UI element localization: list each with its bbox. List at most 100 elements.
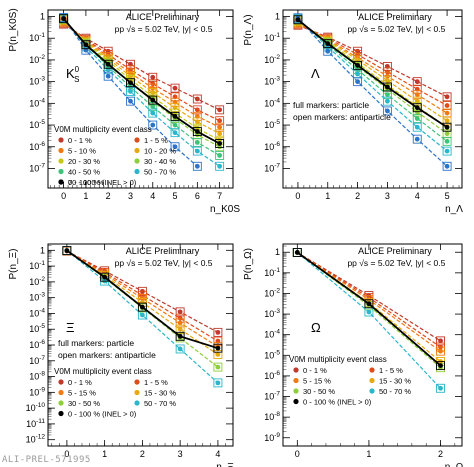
data-point <box>150 74 156 80</box>
legend-label: 40 - 50 % <box>68 168 100 177</box>
syst-box <box>103 59 113 69</box>
data-point <box>83 42 89 48</box>
syst-box <box>213 378 223 388</box>
y-tick-label: 10-2 <box>29 54 45 65</box>
panel-label: Ω <box>311 320 321 335</box>
syst-box <box>192 161 202 171</box>
legend-label: 50 - 70 % <box>144 168 176 177</box>
data-point <box>444 124 450 130</box>
legend-label: 70 - 100 % <box>68 178 105 187</box>
note-text: open markers: antiparticle <box>293 112 391 122</box>
data-point <box>414 105 420 111</box>
syst-box <box>170 111 180 121</box>
legend-label: 30 - 50 % <box>68 399 100 408</box>
data-point <box>355 71 360 77</box>
syst-box <box>148 120 158 130</box>
syst-box <box>148 72 158 82</box>
data-point <box>172 85 178 91</box>
data-point <box>128 98 133 104</box>
panel-label: Ξ <box>66 320 74 335</box>
x-tick-label: 1 <box>83 191 88 201</box>
syst-box <box>412 122 422 132</box>
syst-box <box>382 82 392 92</box>
x-tick-label: 7 <box>217 191 222 201</box>
data-point <box>139 304 145 310</box>
y-tick-label: 10-2 <box>264 287 280 298</box>
data-point <box>177 333 183 339</box>
legend-marker <box>293 398 299 405</box>
syst-box <box>192 146 202 156</box>
chart-subheader: pp √s = 5.02 TeV, |y| < 0.5 <box>115 258 213 268</box>
legend-marker <box>58 137 64 143</box>
data-point <box>414 92 420 98</box>
data-point <box>355 79 360 85</box>
data-point <box>355 62 360 68</box>
syst-box <box>292 248 302 257</box>
syst-box <box>442 161 452 171</box>
syst-box <box>213 343 223 353</box>
x-tick-label: 5 <box>445 191 450 201</box>
data-point <box>217 141 223 146</box>
data-point <box>217 153 223 158</box>
syst-box <box>192 94 202 104</box>
data-point <box>295 17 301 23</box>
syst-box <box>442 116 452 126</box>
chart-subheader: pp √s = 5.02 TeV, |y| < 0.5 <box>115 24 213 34</box>
syst-box <box>353 77 363 87</box>
data-point <box>414 116 420 121</box>
y-axis-label: P(n_Λ) <box>243 14 254 45</box>
legend-title: V0M multiplicity event class <box>289 355 387 364</box>
legend-title: V0M multiplicity event class <box>54 367 152 376</box>
data-point <box>172 144 178 150</box>
y-tick-label: 10-5 <box>264 119 280 130</box>
legend-marker <box>134 137 140 143</box>
syst-box <box>59 14 69 24</box>
data-point <box>444 138 450 144</box>
syst-box <box>170 142 180 152</box>
data-point <box>444 163 450 169</box>
y-tick-label: 10-1 <box>264 32 280 43</box>
syst-box <box>353 60 363 70</box>
legend-marker <box>134 147 140 154</box>
y-tick-label: 10-7 <box>264 162 280 173</box>
data-point <box>172 122 178 128</box>
syst-box <box>215 105 225 115</box>
y-tick-label: 10-10 <box>26 402 46 413</box>
data-point <box>217 131 223 137</box>
y-tick-label: 10-5 <box>264 349 280 360</box>
y-tick-label: 10-4 <box>264 329 280 340</box>
y-tick-label: 10-7 <box>29 355 45 366</box>
legend-label: 50 - 70 % <box>379 387 411 396</box>
y-tick-label: 10-7 <box>264 391 280 402</box>
y-tick-label: 10-4 <box>264 97 280 108</box>
legend-marker <box>58 158 64 164</box>
data-point <box>366 309 372 315</box>
y-tick-label: 1 <box>275 12 280 22</box>
syst-box <box>442 146 452 156</box>
syst-box <box>442 122 452 132</box>
data-point <box>194 96 200 102</box>
data-point <box>150 110 156 116</box>
y-tick-label: 10-2 <box>29 276 45 287</box>
panel-label: K0 S <box>66 65 80 84</box>
syst-box <box>436 346 445 356</box>
legend-marker <box>58 147 64 154</box>
panel-k0s: 0 1 2 3 4 5 6 7 10-7 10-6 10-5 10-4 10-3 10-2 10-1 1 P(n… <box>8 8 240 215</box>
y-tick-label: 10-6 <box>264 141 280 152</box>
y-axis-label: P(n_Ω) <box>243 248 254 280</box>
legend-label: 15 - 30 % <box>144 389 176 398</box>
legend-marker <box>58 168 64 175</box>
legend-label: 0 - 1 % <box>303 366 327 375</box>
syst-box <box>442 136 452 146</box>
series-line <box>297 24 448 98</box>
syst-box <box>412 103 422 113</box>
data-point <box>177 309 183 315</box>
data-point <box>366 301 372 307</box>
y-tick-label: 10-6 <box>29 141 45 152</box>
data-point <box>194 107 200 113</box>
legend: V0M multiplicity event class 0 - 1 % 1 - 5… <box>54 125 176 187</box>
series-70-100 <box>293 13 452 171</box>
legend-label: 1 - 5 % <box>379 366 403 375</box>
x-axis-label: n_Λ <box>445 204 463 215</box>
